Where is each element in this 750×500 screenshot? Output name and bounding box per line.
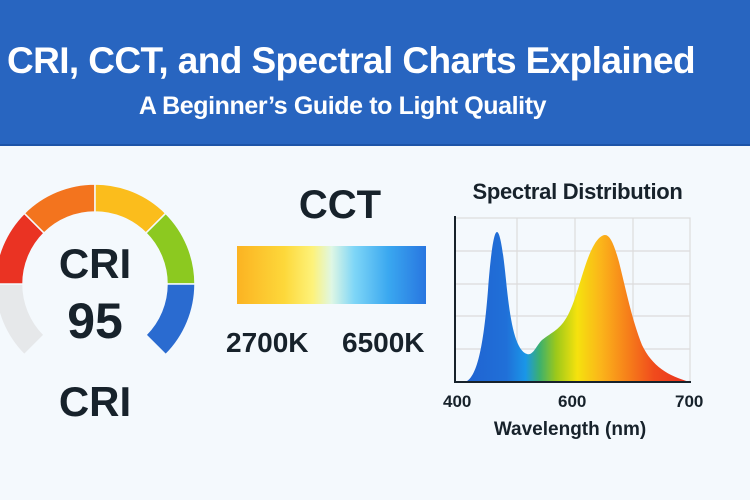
cri-caption: CRI [58, 378, 132, 425]
spectral-chart-title: Spectral Distribution [472, 179, 683, 204]
cri-value: 95 [67, 293, 123, 349]
cct-low-label: 2700K [226, 327, 309, 358]
page-title: CRI, CCT, and Spectral Charts Explained [7, 40, 696, 81]
cri-gauge [0, 183, 196, 356]
x-tick-600: 600 [558, 392, 587, 411]
cri-gauge-label: CRI [58, 240, 132, 287]
x-axis-label: Wavelength (nm) [493, 419, 647, 440]
header-banner: CRI, CCT, and Spectral Charts Explained … [0, 0, 750, 146]
cct-high-label: 6500K [342, 327, 425, 358]
spectral-curve [465, 232, 690, 382]
x-tick-700: 700 [675, 392, 704, 411]
gauge-segment-blue [144, 283, 196, 356]
gauge-segment-gray [0, 283, 46, 356]
page-subtitle: A Beginner’s Guide to Light Quality [138, 92, 547, 120]
x-tick-400: 400 [443, 392, 472, 411]
cct-title: CCT [298, 183, 382, 227]
spectral-distribution-chart [454, 216, 691, 383]
cct-color-gradient-bar [237, 246, 426, 304]
